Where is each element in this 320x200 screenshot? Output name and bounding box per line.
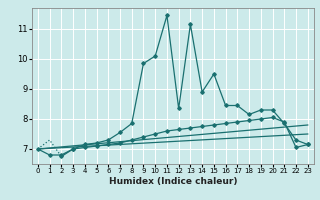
X-axis label: Humidex (Indice chaleur): Humidex (Indice chaleur) — [108, 177, 237, 186]
